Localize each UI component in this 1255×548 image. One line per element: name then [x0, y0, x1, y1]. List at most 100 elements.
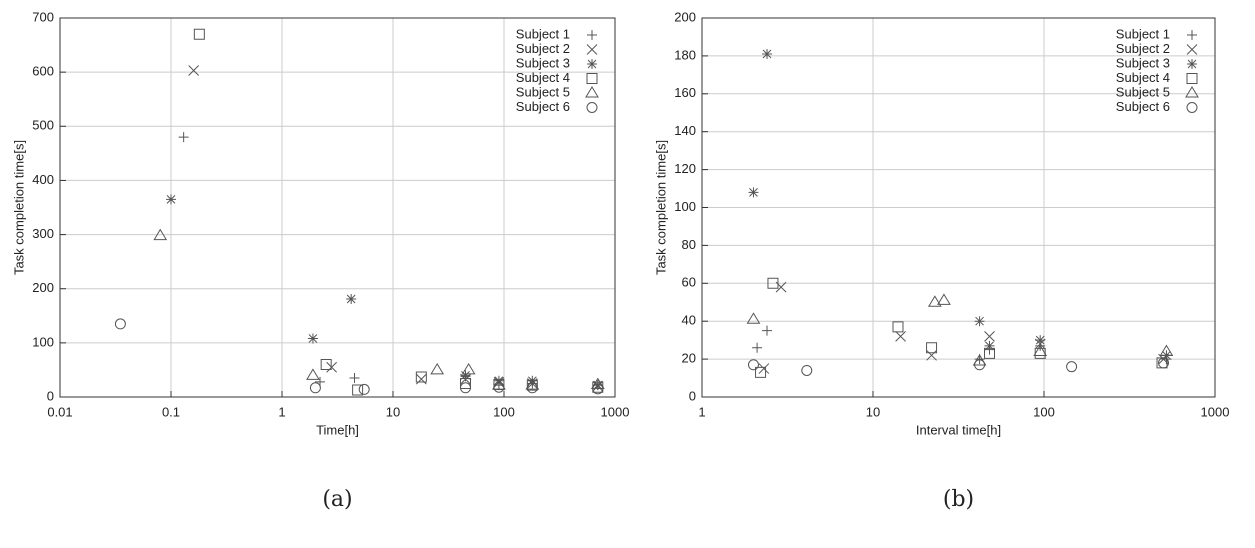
legend-marker [587, 59, 597, 69]
x-tick-label: 100 [1033, 404, 1055, 419]
series [758, 281, 1169, 374]
point [352, 384, 364, 396]
legend-marker [1186, 102, 1198, 113]
y-tick-label: 120 [674, 161, 696, 176]
point [1035, 335, 1046, 346]
x-tick-label: 0.01 [47, 404, 72, 419]
point [349, 373, 360, 384]
point [114, 318, 126, 330]
x-tick-label: 100 [493, 404, 515, 419]
point [188, 65, 200, 76]
point [415, 371, 427, 383]
point [346, 294, 357, 305]
y-tick-label: 60 [682, 275, 696, 290]
y-axis-label: Task completion time[s] [11, 140, 26, 275]
y-axis-label: Task completion time[s] [653, 140, 668, 275]
x-tick-label: 1 [698, 404, 705, 419]
series [755, 277, 1168, 378]
point [492, 378, 506, 390]
y-tick-label: 200 [674, 9, 696, 24]
point [767, 277, 779, 289]
legend-marker [1186, 44, 1198, 55]
y-tick-label: 600 [32, 64, 54, 79]
point [746, 312, 761, 324]
legend-marker [1185, 86, 1199, 98]
legend-marker [587, 30, 597, 40]
point [493, 375, 504, 386]
point [320, 359, 332, 371]
point [592, 383, 604, 395]
point [762, 325, 773, 336]
point [984, 340, 995, 351]
x-tick-label: 0.1 [162, 404, 180, 419]
point [984, 331, 995, 342]
y-tick-label: 100 [32, 334, 54, 349]
y-tick-label: 200 [32, 280, 54, 295]
point [1159, 344, 1174, 357]
point [937, 293, 951, 305]
point [762, 49, 773, 60]
y-tick-label: 80 [682, 237, 696, 252]
legend-label: Subject 1 [1116, 26, 1170, 41]
y-tick-label: 40 [682, 313, 696, 328]
y-tick-label: 0 [47, 388, 54, 403]
legend-label: Subject 2 [1116, 41, 1170, 56]
point [1033, 344, 1048, 357]
y-tick-label: 160 [674, 85, 696, 100]
point [493, 381, 505, 393]
series [752, 325, 1172, 365]
y-tick-label: 0 [689, 388, 696, 403]
legend-label: Subject 2 [516, 41, 570, 56]
legend-label: Subject 5 [516, 84, 570, 99]
y-tick-label: 500 [32, 118, 54, 133]
legend-marker [1186, 73, 1198, 84]
point [974, 359, 986, 371]
plot-frame [701, 17, 1216, 398]
series [748, 49, 1172, 361]
point [748, 187, 759, 198]
point [193, 28, 205, 40]
point [752, 342, 763, 353]
y-tick-label: 140 [674, 123, 696, 138]
point [166, 194, 176, 205]
point [892, 321, 904, 333]
point [974, 316, 985, 327]
y-tick-label: 400 [32, 172, 54, 187]
point [430, 362, 445, 375]
point [801, 365, 813, 376]
series [114, 318, 604, 395]
legend-marker [1187, 30, 1197, 40]
point [926, 342, 938, 354]
series [188, 65, 604, 392]
point [927, 295, 942, 307]
legend-marker [586, 102, 598, 113]
x-axis-label: Interval time[h] [916, 422, 1001, 437]
point [460, 370, 471, 381]
x-tick-label: 1 [278, 404, 285, 419]
point [972, 354, 987, 366]
series [153, 228, 605, 390]
point [747, 359, 759, 371]
series [747, 357, 1170, 376]
point [1066, 361, 1078, 373]
x-tick-label: 10 [866, 404, 880, 419]
series [166, 194, 603, 391]
point [758, 363, 770, 374]
y-tick-label: 180 [674, 47, 696, 62]
x-axis-label: Time[h] [316, 422, 359, 437]
legend-label: Subject 6 [1116, 99, 1170, 114]
x-tick-label: 1000 [601, 404, 630, 419]
legend-label: Subject 4 [1116, 70, 1170, 85]
point [461, 362, 476, 375]
caption: (a) [322, 487, 352, 512]
legend-marker [586, 44, 598, 55]
point [307, 333, 318, 344]
point [526, 382, 538, 394]
legend-label: Subject 3 [516, 55, 570, 70]
legend-label: Subject 4 [516, 70, 570, 85]
point [178, 132, 189, 143]
point [306, 368, 320, 380]
y-tick-label: 100 [674, 199, 696, 214]
point [460, 382, 472, 394]
